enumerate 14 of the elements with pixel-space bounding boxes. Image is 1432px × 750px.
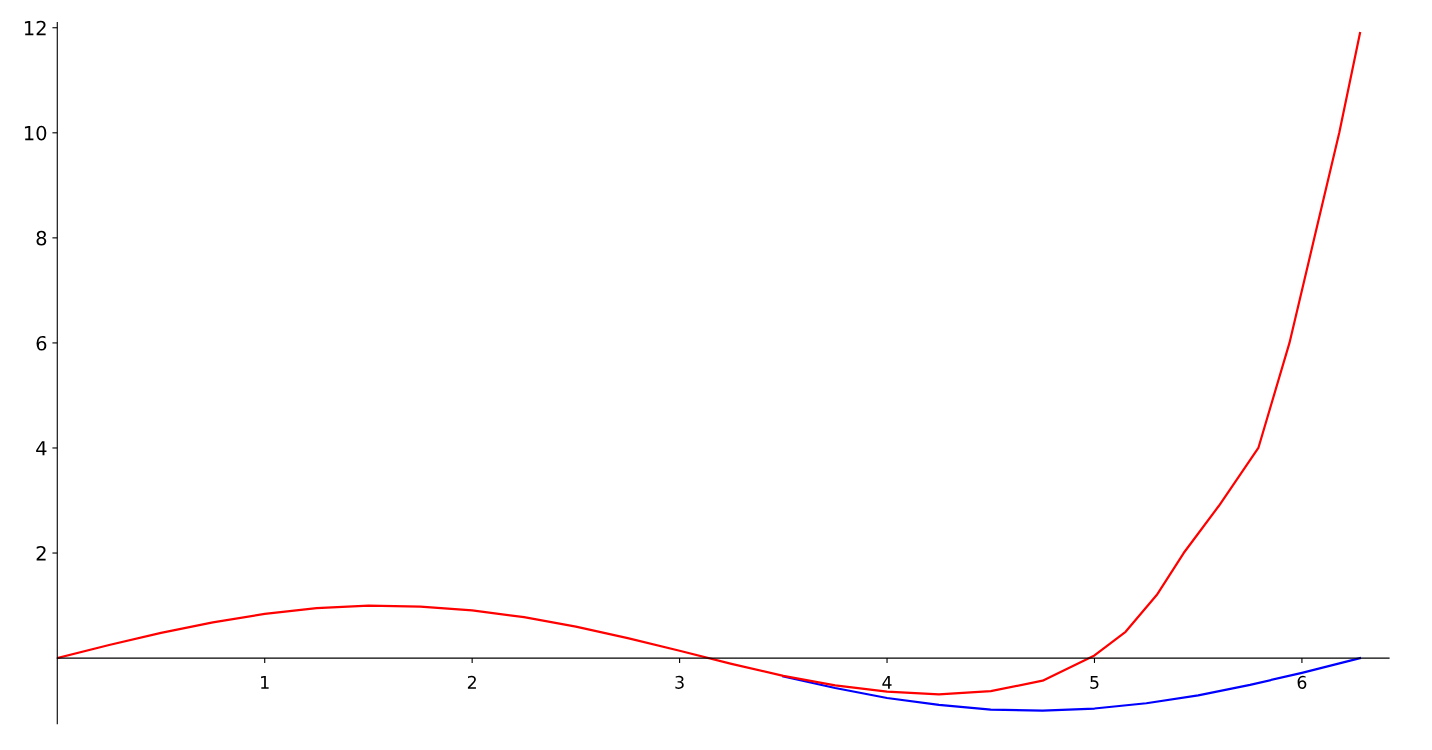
x-tick-label: 5 <box>1090 675 1099 689</box>
x-tick-label: 6 <box>1297 675 1307 689</box>
y-tick-label: 8 <box>36 230 47 246</box>
x-tick-label: 4 <box>882 675 892 689</box>
line-series <box>782 656 1362 712</box>
y-tick-label: 10 <box>24 125 47 141</box>
x-tick-label: 1 <box>261 675 269 689</box>
x-tick-label: 3 <box>675 675 684 689</box>
line-series <box>57 31 1362 696</box>
y-tick-label: 12 <box>24 20 46 36</box>
x-tick-label: 2 <box>467 675 476 689</box>
y-tick-label: 4 <box>36 441 47 456</box>
y-tick-label: 6 <box>36 335 47 351</box>
y-tick-label: 2 <box>36 545 46 561</box>
